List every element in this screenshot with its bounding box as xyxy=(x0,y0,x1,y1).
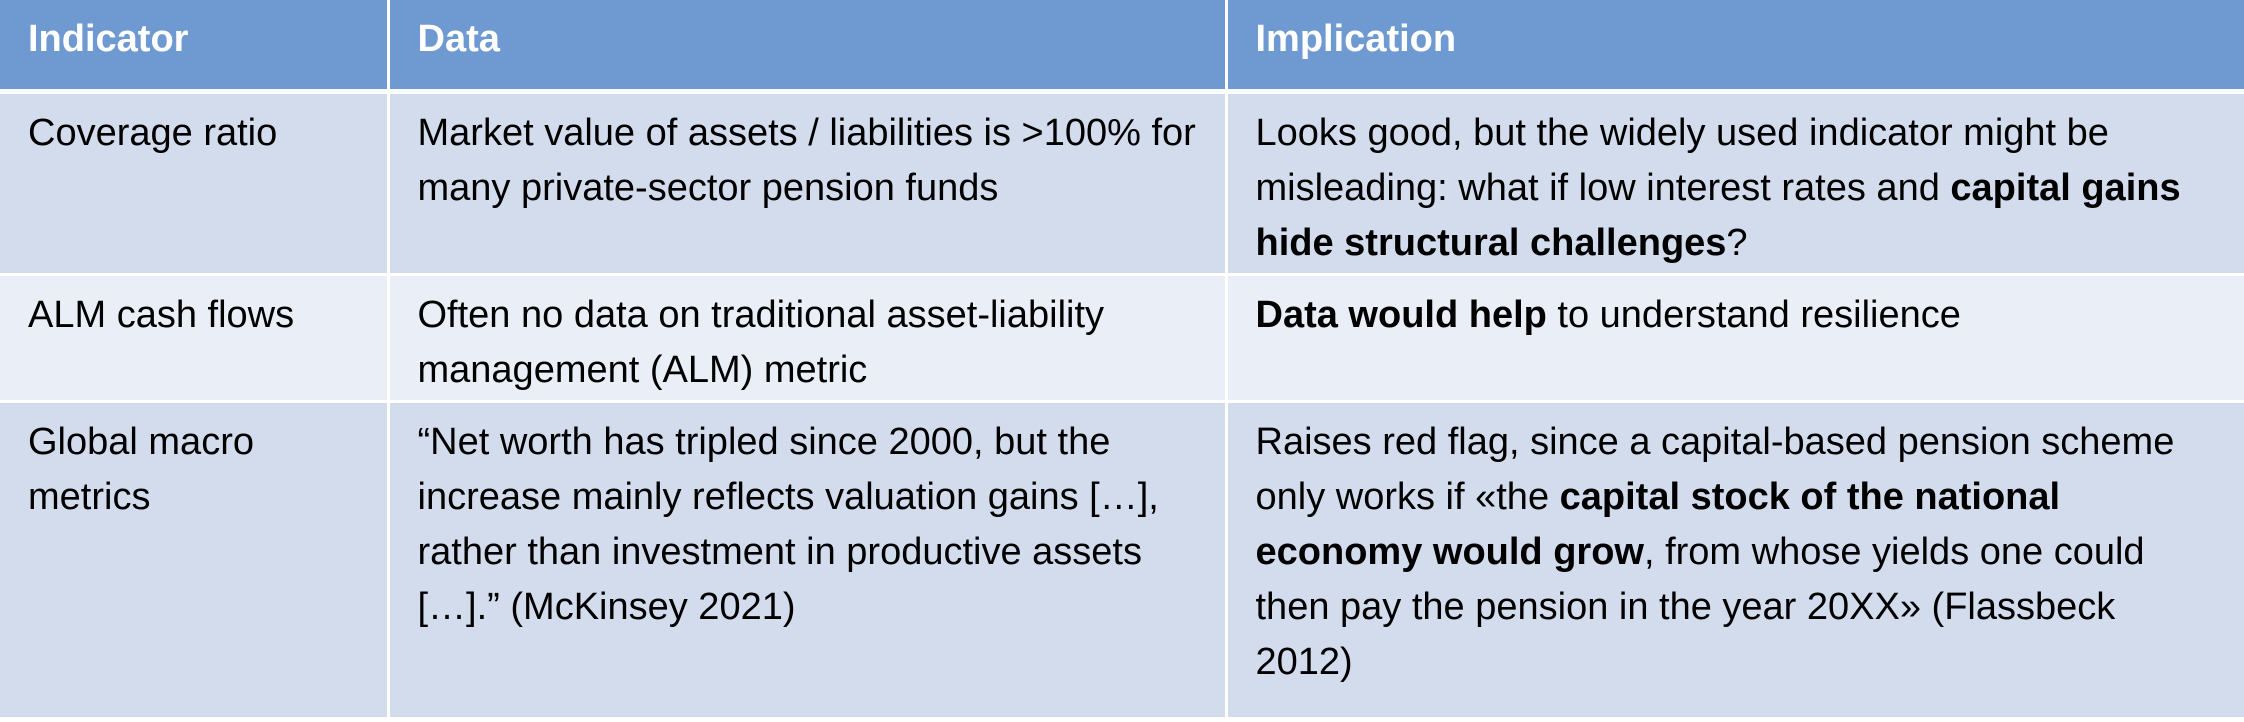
header-row: Indicator Data Implication xyxy=(0,0,2244,94)
cell-implication-coverage-ratio: Looks good, but the widely used indicato… xyxy=(1224,91,2244,276)
implication-text: Looks good, but the widely used indicato… xyxy=(1255,111,2109,209)
cell-indicator-coverage-ratio: Coverage ratio xyxy=(0,91,390,276)
table-row: ALM cash flows Often no data on traditio… xyxy=(0,274,2244,403)
cell-indicator-alm-cash-flows: ALM cash flows xyxy=(0,274,390,403)
header-data: Data xyxy=(386,0,1228,94)
implication-text: to understand resilience xyxy=(1546,293,1961,336)
header-implication: Implication xyxy=(1224,0,2244,94)
table-header: Indicator Data Implication xyxy=(0,0,2244,94)
implication-bold-text: Data would help xyxy=(1255,293,1547,336)
table-row: Coverage ratio Market value of assets / … xyxy=(0,91,2244,276)
implication-bold-text: capital gains hide structural challenges xyxy=(1255,166,2181,264)
implication-bold-text: capital stock of the national economy wo… xyxy=(1255,475,2061,573)
implication-text: , from whose yields one could then pay t… xyxy=(1255,530,2145,683)
implication-text: Raises red flag, since a capital-based p… xyxy=(1255,420,2175,518)
cell-data-alm-cash-flows: Often no data on traditional asset-liabi… xyxy=(386,274,1228,403)
table-body: Coverage ratio Market value of assets / … xyxy=(0,91,2244,717)
implication-text: ? xyxy=(1726,221,1748,264)
cell-implication-global-macro-metrics: Raises red flag, since a capital-based p… xyxy=(1224,401,2244,717)
header-indicator: Indicator xyxy=(0,0,390,94)
cell-indicator-global-macro-metrics: Global macro metrics xyxy=(0,401,390,717)
cell-implication-alm-cash-flows: Data would help to understand resilience xyxy=(1224,274,2244,403)
cell-data-global-macro-metrics: “Net worth has tripled since 2000, but t… xyxy=(386,401,1228,717)
table-row: Global macro metrics “Net worth has trip… xyxy=(0,401,2244,717)
cell-data-coverage-ratio: Market value of assets / liabilities is … xyxy=(386,91,1228,276)
